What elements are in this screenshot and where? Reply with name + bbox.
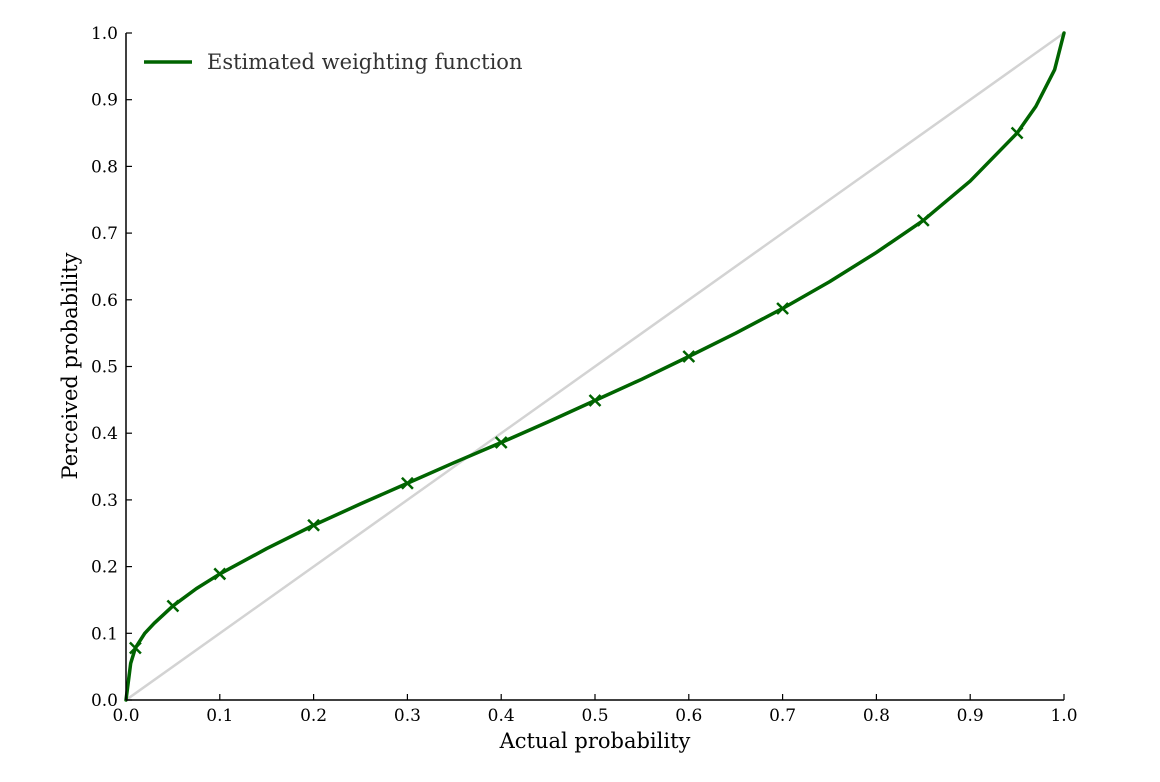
marker-layer [128,126,1024,655]
x-tick-label: 0.8 [863,706,890,726]
x-tick-label: 0.9 [957,706,984,726]
y-tick-label: 0.2 [91,558,118,578]
data-point-marker [166,599,180,613]
data-point-marker [682,350,696,363]
data-point-marker [494,436,508,449]
y-axis-label: Perceived probability [58,252,82,479]
reference-line-layer [125,31,1065,702]
y-tick-label: 1.0 [91,24,118,44]
y-tick-label: 0.6 [91,291,118,311]
y-tick-label: 0.5 [91,358,118,378]
x-tick-label: 0.5 [581,706,608,726]
y-tick-label: 0.1 [91,624,118,644]
data-point-marker [588,394,602,407]
y-tick-label: 0.9 [91,91,118,111]
data-point-marker [916,214,930,227]
x-tick-label: 0.7 [769,706,796,726]
legend-label: Estimated weighting function [207,50,522,74]
legend: Estimated weighting function [144,50,522,74]
x-axis-label: Actual probability [499,729,691,753]
y-tick-label: 0.8 [91,157,118,177]
x-tick-label: 0.2 [300,706,327,726]
x-tick-label: 0.1 [206,706,233,726]
x-tick-label: 0.6 [675,706,702,726]
data-point-marker [213,567,227,581]
x-tick-label: 0.4 [488,706,515,726]
y-tick-label: 0.4 [91,424,118,444]
x-tick-label: 1.0 [1050,706,1077,726]
y-tick-label: 0.0 [91,691,118,711]
x-tick-label: 0.3 [394,706,421,726]
data-point-marker [1010,126,1024,140]
data-point-marker [307,518,320,532]
data-point-marker [128,641,142,655]
curve-layer [124,31,1066,702]
weighting-curve [124,31,1066,702]
ticks: 0.0 0.1 0.2 0.3 0.4 0.5 0.6 0.7 0.8 0.9 1.0 0.0 0.1 0… [91,24,1078,726]
y-tick-label: 0.7 [91,224,118,244]
reference-line [125,31,1065,702]
x-tick-label: 0.0 [112,706,139,726]
y-tick-label: 0.3 [91,491,118,511]
data-point-marker [401,476,414,490]
data-point-marker [776,302,789,315]
